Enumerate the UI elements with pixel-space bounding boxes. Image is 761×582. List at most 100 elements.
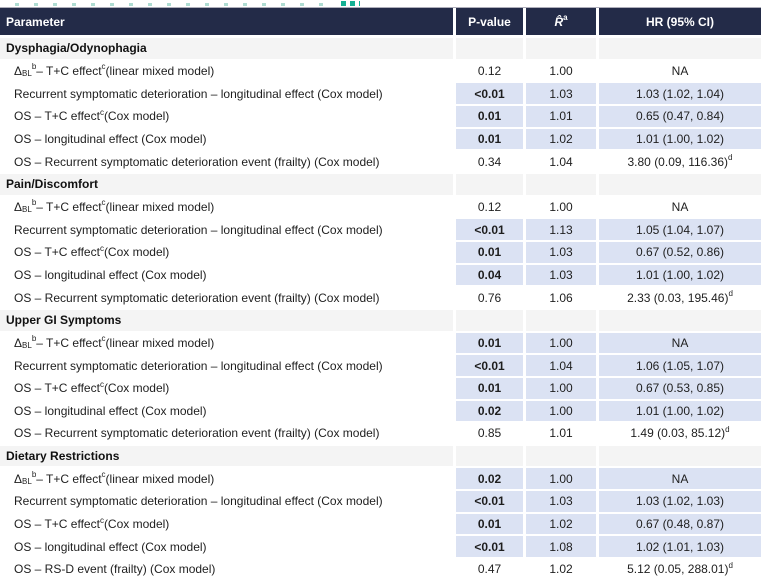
table-row: OS – Recurrent symptomatic deterioration… [0, 423, 761, 446]
param-cell: Δ BL b – T+C effect c (linear mixed model) [0, 468, 453, 492]
r-hat-cell: 1.04 [526, 151, 596, 174]
hr-ci-cell: 5.12 (0.05, 288.01) d [599, 559, 761, 582]
param-cell: OS – Recurrent symptomatic deterioration… [0, 287, 453, 310]
section-title: Dysphagia/Odynophagia [0, 38, 453, 61]
section-empty-cell [599, 38, 761, 61]
title-fragment-dashes [15, 3, 337, 6]
r-hat-cell: 1.01 [526, 105, 596, 129]
p-value-cell: 0.02 [456, 400, 523, 424]
hr-ci-cell: 1.03 (1.02, 1.03) [599, 491, 761, 514]
table-row: Recurrent symptomatic deterioration – lo… [0, 219, 761, 242]
hr-ci-cell: NA [599, 468, 761, 492]
param-cell: OS – longitudinal effect (Cox model) [0, 264, 453, 288]
hr-ci-cell: 0.67 (0.53, 0.85) [599, 377, 761, 401]
param-cell: Recurrent symptomatic deterioration – lo… [0, 491, 453, 514]
section-row: Dietary Restrictions [0, 445, 761, 469]
table-body: Dysphagia/Odynophagia Δ BL b – T+C effect c … [0, 38, 761, 582]
param-cell: OS – T+C effect c (Cox model) [0, 105, 453, 129]
r-hat-cell: 1.02 [526, 128, 596, 152]
hr-ci-cell: 1.01 (1.00, 1.02) [599, 128, 761, 152]
r-hat-cell: 1.02 [526, 559, 596, 582]
r-hat-cell: 1.00 [526, 196, 596, 220]
hr-ci-cell: NA [599, 60, 761, 84]
p-value-cell: 0.01 [456, 241, 523, 265]
section-empty-cell [456, 445, 523, 469]
table-row: OS – T+C effect c (Cox model) 0.01 1.02 0.67… [0, 513, 761, 537]
section-title: Pain/Discomfort [0, 173, 453, 197]
p-value-cell: 0.85 [456, 423, 523, 446]
table-row: OS – Recurrent symptomatic deterioration… [0, 287, 761, 310]
param-cell: OS – T+C effect c (Cox model) [0, 513, 453, 537]
hr-ci-cell: 1.03 (1.02, 1.04) [599, 83, 761, 106]
table-row: OS – T+C effect c (Cox model) 0.01 1.01 0.65… [0, 105, 761, 129]
section-empty-cell [526, 173, 596, 197]
table-row: OS – T+C effect c (Cox model) 0.01 1.03 0.67… [0, 241, 761, 265]
clipped-title-fragments [0, 0, 761, 7]
hr-ci-cell: 2.33 (0.03, 195.46) d [599, 287, 761, 310]
section-empty-cell [599, 309, 761, 333]
r-hat-cell: 1.03 [526, 264, 596, 288]
hr-ci-cell: NA [599, 196, 761, 220]
param-cell: Δ BL b – T+C effect c (linear mixed model) [0, 196, 453, 220]
p-value-cell: 0.02 [456, 468, 523, 492]
table-row: OS – longitudinal effect (Cox model) 0.04… [0, 264, 761, 288]
param-cell: Recurrent symptomatic deterioration – lo… [0, 219, 453, 242]
hr-ci-cell: 1.49 (0.03, 85.12) d [599, 423, 761, 446]
param-cell: OS – longitudinal effect (Cox model) [0, 400, 453, 424]
p-value-cell: 0.01 [456, 105, 523, 129]
hr-ci-cell: 1.05 (1.04, 1.07) [599, 219, 761, 242]
table-row: Recurrent symptomatic deterioration – lo… [0, 83, 761, 106]
col-header-p-value: P-value [456, 8, 523, 35]
p-value-cell: <0.01 [456, 491, 523, 514]
table-row: OS – T+C effect c (Cox model) 0.01 1.00 0.67… [0, 377, 761, 401]
p-value-cell: 0.01 [456, 332, 523, 356]
table-row: Δ BL b – T+C effect c (linear mixed model) 0… [0, 196, 761, 220]
section-title: Upper GI Symptoms [0, 309, 453, 333]
hr-ci-cell: 0.65 (0.47, 0.84) [599, 105, 761, 129]
section-empty-cell [526, 445, 596, 469]
table-header-row: Parameter P-value R̂ a HR (95% CI) [0, 7, 761, 35]
col-header-hr-ci: HR (95% CI) [599, 8, 761, 35]
section-empty-cell [456, 309, 523, 333]
r-hat-cell: 1.03 [526, 83, 596, 106]
p-value-cell: 0.12 [456, 60, 523, 84]
hr-ci-cell: 1.01 (1.00, 1.02) [599, 400, 761, 424]
p-value-cell: 0.34 [456, 151, 523, 174]
p-value-cell: 0.01 [456, 377, 523, 401]
section-title: Dietary Restrictions [0, 445, 453, 469]
r-hat-cell: 1.00 [526, 468, 596, 492]
section-empty-cell [456, 38, 523, 61]
table-row: OS – Recurrent symptomatic deterioration… [0, 151, 761, 174]
section-row: Pain/Discomfort [0, 173, 761, 197]
p-value-cell: 0.01 [456, 128, 523, 152]
p-value-cell: <0.01 [456, 355, 523, 378]
table-row: Recurrent symptomatic deterioration – lo… [0, 491, 761, 514]
r-hat-cell: 1.01 [526, 423, 596, 446]
p-value-cell: 0.01 [456, 513, 523, 537]
r-hat-cell: 1.00 [526, 377, 596, 401]
param-cell: OS – Recurrent symptomatic deterioration… [0, 423, 453, 446]
hr-ci-cell: 1.02 (1.01, 1.03) [599, 536, 761, 560]
table-row: Δ BL b – T+C effect c (linear mixed model) 0… [0, 60, 761, 84]
r-hat-cell: 1.02 [526, 513, 596, 537]
r-hat-cell: 1.03 [526, 491, 596, 514]
table-row: OS – longitudinal effect (Cox model) 0.02… [0, 400, 761, 424]
hr-ci-cell: 0.67 (0.52, 0.86) [599, 241, 761, 265]
p-value-cell: 0.76 [456, 287, 523, 310]
param-cell: Δ BL b – T+C effect c (linear mixed model) [0, 60, 453, 84]
hr-ci-cell: 1.06 (1.05, 1.07) [599, 355, 761, 378]
table-row: OS – longitudinal effect (Cox model) 0.01… [0, 128, 761, 152]
section-row: Dysphagia/Odynophagia [0, 38, 761, 61]
r-hat-cell: 1.00 [526, 332, 596, 356]
hr-ci-cell: 1.01 (1.00, 1.02) [599, 264, 761, 288]
r-hat-cell: 1.04 [526, 355, 596, 378]
table-row: OS – RS-D event (frailty) (Cox model) 0.4… [0, 559, 761, 582]
r-hat-cell: 1.08 [526, 536, 596, 560]
table-row: Δ BL b – T+C effect c (linear mixed model) 0… [0, 332, 761, 356]
section-empty-cell [599, 445, 761, 469]
param-cell: OS – longitudinal effect (Cox model) [0, 128, 453, 152]
p-value-cell: <0.01 [456, 219, 523, 242]
hr-ci-cell: NA [599, 332, 761, 356]
section-empty-cell [456, 173, 523, 197]
section-empty-cell [526, 309, 596, 333]
